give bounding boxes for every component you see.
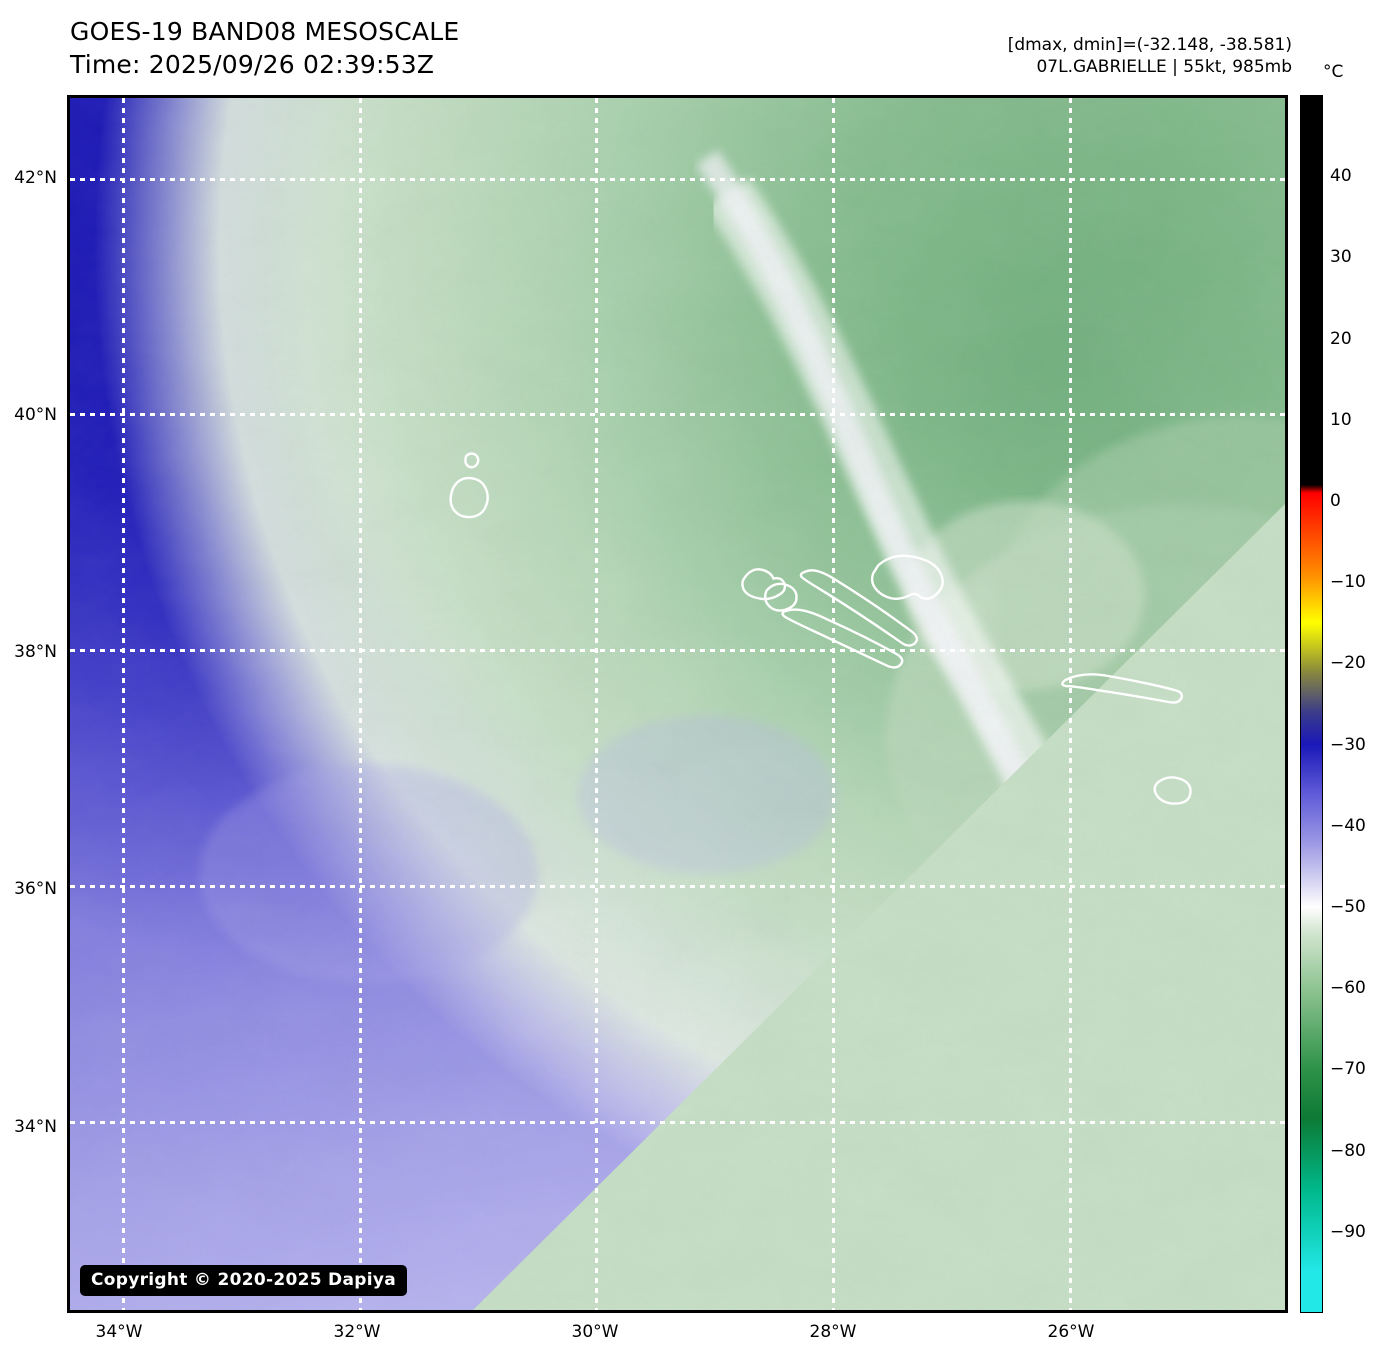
colorbar-tick-label: −30 bbox=[1330, 734, 1366, 755]
xtick-label: 34°W bbox=[95, 1322, 143, 1342]
coastline-pico bbox=[781, 608, 904, 669]
xtick-label: 26°W bbox=[1047, 1322, 1095, 1342]
gridline-horizontal bbox=[70, 1120, 1285, 1124]
xtick-label: 28°W bbox=[809, 1322, 857, 1342]
satellite-imagery bbox=[70, 98, 1285, 1310]
gridline-vertical bbox=[1068, 98, 1072, 1310]
colorbar-tick-label: 0 bbox=[1330, 491, 1341, 511]
colorbar-tick-label: −20 bbox=[1330, 653, 1366, 674]
gridline-horizontal bbox=[70, 177, 1285, 181]
timestamp-label: Time: 2025/09/26 02:39:53Z bbox=[70, 49, 435, 79]
gridline-horizontal bbox=[70, 884, 1285, 888]
ytick-label: 42°N bbox=[14, 168, 57, 188]
coastline-graciosa bbox=[763, 582, 798, 612]
colorbar[interactable] bbox=[1300, 95, 1323, 1313]
colorbar-tick-label: −10 bbox=[1330, 572, 1366, 593]
coastline-corvo bbox=[464, 452, 480, 469]
metadata-block: [dmax, dmin]=(-32.148, -38.581) 07L.GABR… bbox=[1008, 34, 1292, 79]
storm-info-label: 07L.GABRIELLE | 55kt, 985mb bbox=[1036, 57, 1292, 78]
colorbar-unit-label: °C bbox=[1323, 62, 1344, 82]
xtick-label: 32°W bbox=[333, 1322, 381, 1342]
ytick-label: 36°N bbox=[14, 879, 57, 899]
page-title: GOES-19 BAND08 MESOSCALE bbox=[70, 17, 460, 46]
gridline-horizontal bbox=[70, 649, 1285, 653]
plot-canvas bbox=[70, 98, 1285, 1310]
colorbar-tick-label: 10 bbox=[1330, 409, 1352, 430]
ytick-label: 34°N bbox=[14, 1117, 57, 1137]
gridline-vertical bbox=[832, 98, 836, 1310]
gridline-vertical bbox=[358, 98, 362, 1310]
copyright-watermark: Copyright © 2020-2025 Dapiya bbox=[80, 1265, 407, 1296]
coastline-sao-miguel bbox=[1061, 673, 1184, 704]
coastline-terceira bbox=[870, 554, 944, 600]
coastline-overlay bbox=[449, 452, 1192, 805]
colorbar-tick-label: −40 bbox=[1330, 815, 1366, 836]
colorbar-border bbox=[1300, 95, 1323, 1313]
coastline-flores bbox=[449, 476, 489, 519]
gridline-horizontal bbox=[70, 413, 1285, 417]
ytick-label: 40°N bbox=[14, 405, 57, 425]
gridline-vertical bbox=[595, 98, 599, 1310]
coastline-faial bbox=[741, 568, 787, 601]
ytick-label: 38°N bbox=[14, 642, 57, 662]
colorbar-tick-label: −80 bbox=[1330, 1140, 1366, 1161]
coastline-santa-maria bbox=[1153, 776, 1192, 805]
coastline-sao-jorge bbox=[799, 569, 919, 647]
colorbar-tick-label: 40 bbox=[1330, 166, 1352, 187]
colorbar-tick-label: −90 bbox=[1330, 1221, 1366, 1242]
gridline-vertical bbox=[121, 98, 125, 1310]
xtick-label: 30°W bbox=[571, 1322, 619, 1342]
colorbar-tick-label: −60 bbox=[1330, 978, 1366, 999]
satellite-plot[interactable]: Copyright © 2020-2025 Dapiya bbox=[67, 95, 1288, 1313]
colorbar-tick-label: 20 bbox=[1330, 328, 1352, 349]
colorbar-tick-label: −50 bbox=[1330, 897, 1366, 917]
dmax-dmin-label: [dmax, dmin]=(-32.148, -38.581) bbox=[1007, 35, 1292, 55]
colorbar-tick-label: 30 bbox=[1330, 247, 1352, 268]
colorbar-gradient bbox=[1300, 95, 1323, 1313]
colorbar-tick-label: −70 bbox=[1330, 1059, 1366, 1080]
title-block: GOES-19 BAND08 MESOSCALE Time: 2025/09/2… bbox=[70, 16, 459, 81]
